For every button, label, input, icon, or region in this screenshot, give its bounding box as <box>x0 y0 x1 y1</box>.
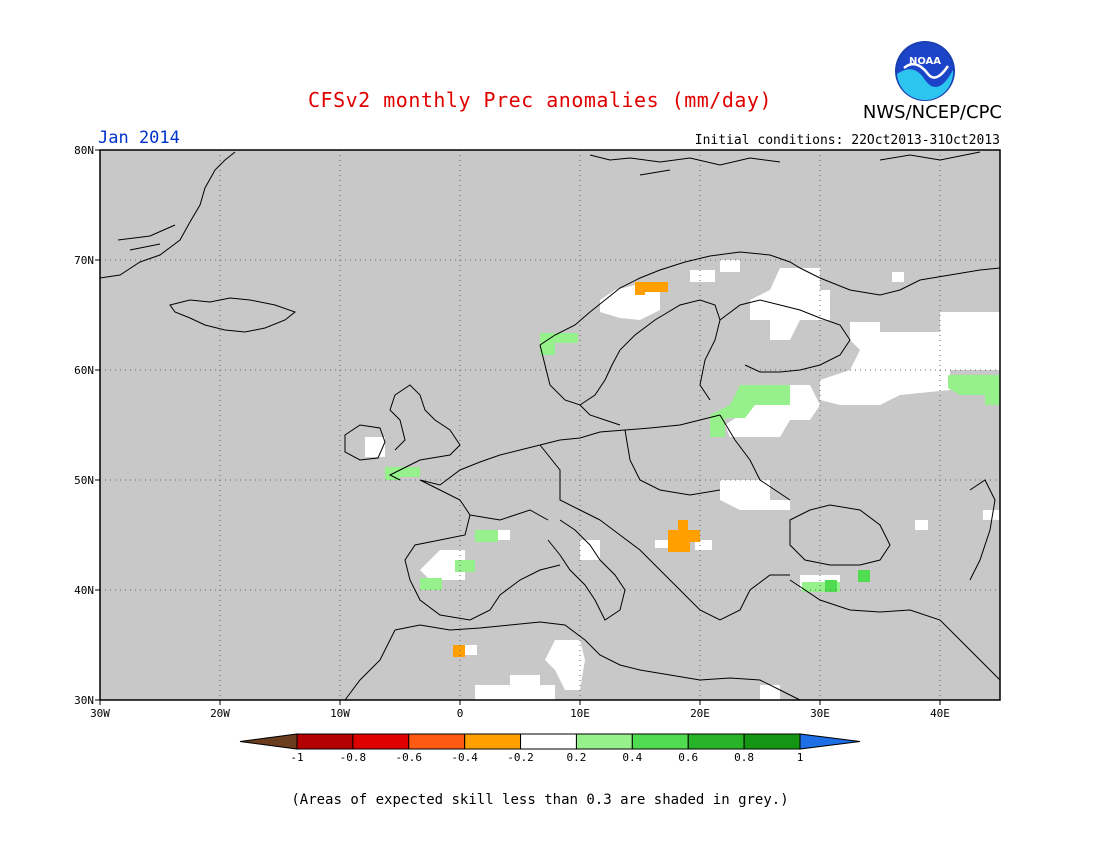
lon-label: 30W <box>90 707 110 720</box>
colorbar-label: -0.4 <box>451 751 478 764</box>
lon-label: 0 <box>457 707 464 720</box>
negative-anomaly-orange <box>453 282 700 657</box>
noaa-logo: NOAA <box>894 40 956 102</box>
longitude-labels: 30W 20W 10W 0 10E 20E 30E 40E <box>90 707 950 720</box>
lon-label: 20W <box>210 707 230 720</box>
colorbar-box <box>464 733 522 750</box>
near-normal-areas <box>365 260 1000 700</box>
colorbar-box <box>687 733 745 750</box>
lon-label: 10W <box>330 707 350 720</box>
agency-label: NWS/NCEP/CPC <box>862 102 1002 123</box>
lon-label: 20E <box>690 707 710 720</box>
colorbar-box <box>631 733 689 750</box>
lon-label: 30E <box>810 707 830 720</box>
colorbar-label: -0.6 <box>396 751 423 764</box>
colorbar-label: -0.2 <box>507 751 534 764</box>
lat-label: 30N <box>74 694 94 707</box>
colorbar-label: 0.8 <box>734 751 754 764</box>
colorbar-box <box>520 733 577 750</box>
colorbar-label: -1 <box>290 751 303 764</box>
map-title: CFSv2 monthly Prec anomalies (mm/day) <box>307 88 773 112</box>
map-background <box>100 150 1000 700</box>
colorbar-box <box>296 733 354 750</box>
lat-label: 70N <box>74 254 94 267</box>
lon-label: 10E <box>570 707 590 720</box>
coastlines <box>99 151 1001 701</box>
lat-label: 60N <box>74 364 94 377</box>
lat-label: 40N <box>74 584 94 597</box>
map-frame <box>99 149 1001 701</box>
colorbar: -1 -0.8 -0.6 -0.4 -0.2 0.2 0.4 0.6 0.8 1 <box>239 733 861 764</box>
colorbar-box <box>743 733 801 750</box>
lat-label: 50N <box>74 474 94 487</box>
lat-label: 80N <box>74 144 94 157</box>
footnote: (Areas of expected skill less than 0.3 a… <box>291 792 789 808</box>
colorbar-arrow-high <box>799 733 861 750</box>
positive-anomaly-green <box>825 570 870 592</box>
graticule <box>100 150 1000 700</box>
colorbar-box <box>408 733 466 750</box>
lon-label: 40E <box>930 707 950 720</box>
colorbar-label: 1 <box>797 751 804 764</box>
colorbar-label: 0.6 <box>678 751 698 764</box>
initial-conditions-label: Initial conditions: 22Oct2013-31Oct2013 <box>694 133 1000 148</box>
latitude-labels: 80N 70N 60N 50N 40N 30N <box>74 144 94 707</box>
colorbar-label: 0.4 <box>622 751 642 764</box>
tick-marks <box>95 149 941 705</box>
svg-text:NOAA: NOAA <box>909 56 941 67</box>
colorbar-arrow-low <box>239 733 298 750</box>
colorbar-box <box>575 733 633 750</box>
colorbar-label: -0.8 <box>340 751 367 764</box>
colorbar-label: 0.2 <box>567 751 587 764</box>
colorbar-box <box>352 733 410 750</box>
target-month-label: Jan 2014 <box>98 128 180 148</box>
